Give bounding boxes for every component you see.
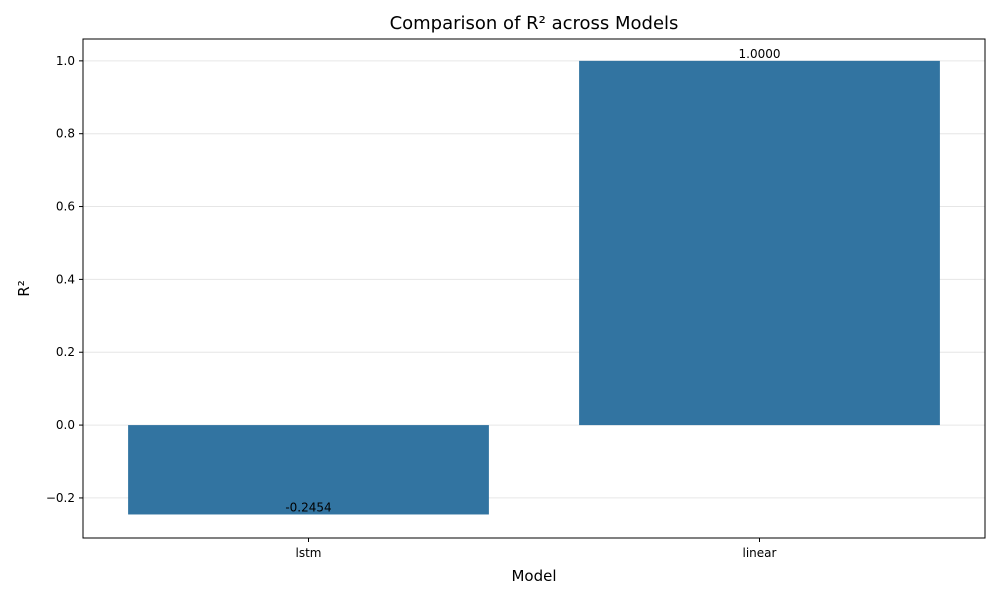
bar-lstm [128,425,489,515]
y-axis-label: R² [15,280,33,296]
y-tick-label: 0.0 [56,418,75,432]
y-tick-label: 0.2 [56,345,75,359]
x-tick-label: linear [743,546,777,560]
chart-title: Comparison of R² across Models [390,13,679,34]
bar-linear [579,60,940,426]
y-tick-label: 0.4 [56,272,75,286]
data-label-linear: 1.0000 [739,47,781,61]
data-labels: -0.2454 1.0000 [285,47,780,515]
y-tick-label: −0.2 [46,491,75,505]
x-axis-label: Model [511,567,556,585]
plot-frame [82,38,986,539]
y-tick-label: 0.8 [56,127,75,141]
y-axis-ticks: −0.2 0.0 0.2 0.4 0.6 0.8 1.0 [46,54,83,505]
y-tick-label: 0.6 [56,200,75,214]
x-axis-ticks: lstm linear [296,538,777,560]
bars [128,60,940,515]
x-tick-label: lstm [296,546,322,560]
y-tick-label: 1.0 [56,54,75,68]
data-label-lstm: -0.2454 [285,500,331,514]
